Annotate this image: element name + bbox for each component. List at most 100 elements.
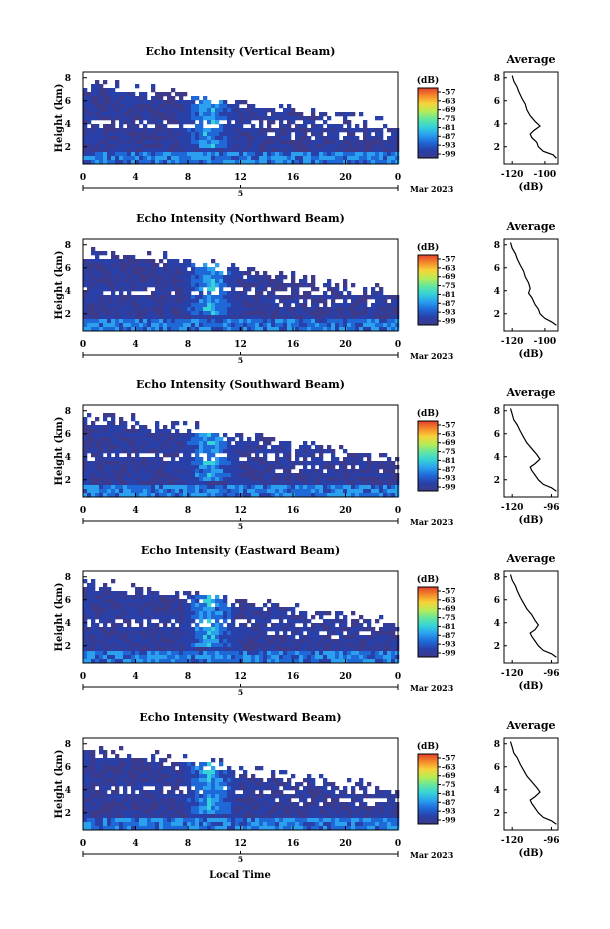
heatmap-cell xyxy=(315,445,320,450)
heatmap-cell xyxy=(199,136,204,141)
heatmap-cell xyxy=(263,457,268,462)
heatmap-cell xyxy=(315,136,320,141)
heatmap-cell xyxy=(131,148,136,153)
heatmap-cell xyxy=(147,607,152,612)
heatmap-cell xyxy=(115,639,120,644)
heatmap-cell xyxy=(215,299,220,304)
heatmap-cell xyxy=(271,477,276,482)
heatmap-cell xyxy=(91,295,96,300)
heatmap-cell xyxy=(119,818,124,823)
heatmap-cell xyxy=(211,311,216,316)
heatmap-cell xyxy=(251,635,256,640)
heatmap-cell xyxy=(143,140,148,145)
heatmap-cell xyxy=(179,651,184,656)
heatmap-cell xyxy=(103,299,108,304)
heatmap-cell xyxy=(335,627,340,632)
heatmap-cell xyxy=(111,259,116,264)
heatmap-cell xyxy=(327,327,332,332)
heatmap-cell xyxy=(343,295,348,300)
heatmap-cell xyxy=(151,485,156,490)
heatmap-cell xyxy=(323,611,328,616)
heatmap-cell xyxy=(351,627,356,632)
heatmap-cell xyxy=(291,120,296,125)
heatmap-cell xyxy=(155,263,160,268)
heatmap-cell xyxy=(239,112,244,117)
y-tick-label: 4 xyxy=(65,120,71,130)
heatmap-cell xyxy=(231,465,236,470)
heatmap-cell xyxy=(87,299,92,304)
heatmap-cell xyxy=(195,639,200,644)
heatmap-cell xyxy=(87,429,92,434)
heatmap-cell xyxy=(111,148,116,153)
heatmap-cell xyxy=(135,429,140,434)
heatmap-cell xyxy=(251,152,256,157)
heatmap-cell xyxy=(243,651,248,656)
heatmap-cell xyxy=(167,473,172,478)
heatmap-cell xyxy=(215,128,220,133)
heatmap-cell xyxy=(251,327,256,332)
heatmap-cell xyxy=(355,148,360,153)
heatmap-cell xyxy=(291,279,296,284)
heatmap-cell xyxy=(119,631,124,636)
heatmap-cell xyxy=(347,453,352,458)
heatmap-cell xyxy=(227,156,232,161)
heatmap-cell xyxy=(343,457,348,462)
heatmap-cell xyxy=(259,152,264,157)
heatmap-cell xyxy=(91,140,96,145)
heatmap-cell xyxy=(203,315,208,320)
heatmap-cell xyxy=(111,275,116,280)
heatmap-cell xyxy=(235,323,240,328)
heatmap-cell xyxy=(83,425,88,430)
x-tick-label: 8 xyxy=(185,506,191,516)
heatmap-cell xyxy=(263,295,268,300)
heatmap-cell xyxy=(323,485,328,490)
heatmap-cell xyxy=(375,477,380,482)
heatmap-cell xyxy=(279,607,284,612)
heatmap-cell xyxy=(191,108,196,113)
heatmap-cell xyxy=(239,465,244,470)
heatmap-cell xyxy=(143,327,148,332)
heatmap-cell xyxy=(147,140,152,145)
heatmap-cell xyxy=(251,108,256,113)
heatmap-cell xyxy=(159,489,164,494)
heatmap-cell xyxy=(111,311,116,316)
heatmap-cell xyxy=(259,449,264,454)
heatmap-cell xyxy=(95,647,100,652)
heatmap-cell xyxy=(231,271,236,276)
heatmap-cell xyxy=(99,441,104,446)
heatmap-cell xyxy=(191,493,196,498)
heatmap-cell xyxy=(99,108,104,113)
heatmap-cell xyxy=(255,445,260,450)
heatmap-cell xyxy=(127,299,132,304)
heatmap-cell xyxy=(331,148,336,153)
heatmap-cell xyxy=(171,104,176,109)
heatmap-cell xyxy=(195,307,200,312)
heatmap-cell xyxy=(87,615,92,620)
colorbar-tick-label: -63 xyxy=(442,595,456,604)
heatmap-cell xyxy=(111,116,116,121)
heatmap-cell xyxy=(359,485,364,490)
heatmap-cell xyxy=(247,607,252,612)
heatmap-cell xyxy=(139,303,144,308)
heatmap-cell xyxy=(111,623,116,628)
heatmap-cell xyxy=(199,275,204,280)
heatmap-cell xyxy=(223,152,228,157)
heatmap-cell xyxy=(203,651,208,656)
heatmap-cell xyxy=(135,631,140,636)
heatmap-cell xyxy=(143,124,148,129)
heatmap-cell xyxy=(179,100,184,105)
heatmap-cell xyxy=(195,457,200,462)
heatmap-cell xyxy=(311,315,316,320)
heatmap-cell xyxy=(187,116,192,121)
heatmap-cell xyxy=(239,148,244,153)
heatmap-cell xyxy=(115,615,120,620)
heatmap-cell xyxy=(307,651,312,656)
heatmap-cell xyxy=(171,287,176,292)
heatmap-cell xyxy=(183,465,188,470)
heatmap-cell xyxy=(235,611,240,616)
heatmap-cell xyxy=(243,327,248,332)
heatmap-cell xyxy=(91,814,96,819)
heatmap-cell xyxy=(283,128,288,133)
heatmap-cell xyxy=(291,307,296,312)
heatmap-cell xyxy=(99,152,104,157)
